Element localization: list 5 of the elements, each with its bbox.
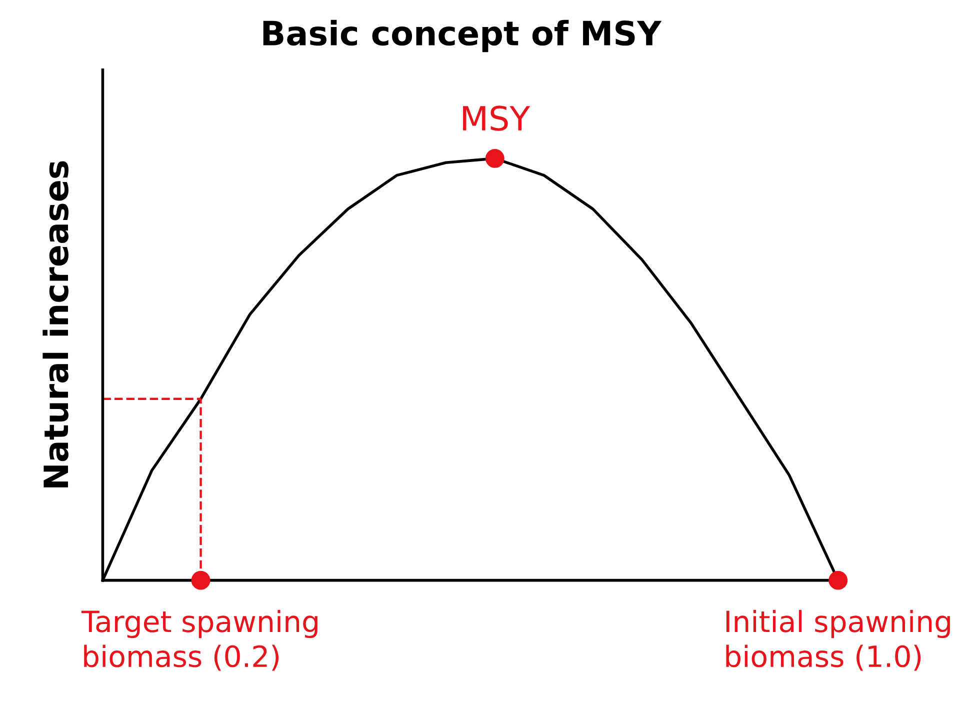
- chart-title: Basic concept of MSY: [263, 20, 662, 52]
- annotation: Initial spawning biomass (1.0): [726, 610, 950, 671]
- annotation: Target spawning biomass (0.2): [81, 610, 318, 671]
- annotation: MSY: [463, 106, 530, 131]
- y-axis-title: Natural increases: [42, 161, 68, 488]
